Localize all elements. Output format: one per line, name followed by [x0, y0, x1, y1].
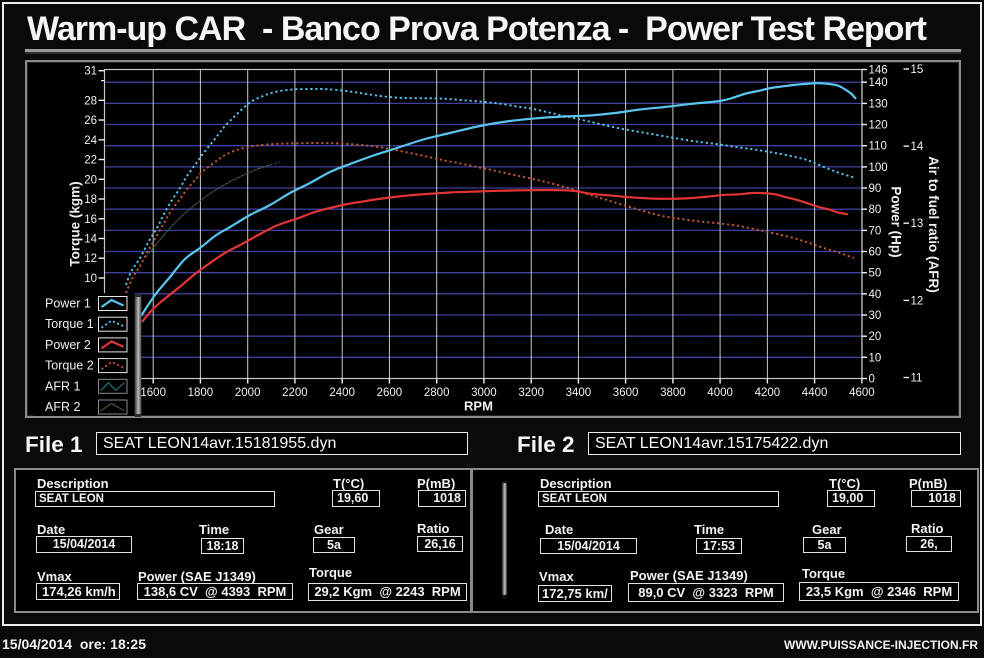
svg-text:3800: 3800 — [660, 387, 686, 399]
svg-text:12: 12 — [84, 253, 97, 265]
svg-text:70: 70 — [869, 225, 882, 237]
svg-text:12: 12 — [911, 295, 924, 307]
svg-text:4600: 4600 — [849, 387, 875, 399]
svg-text:90: 90 — [869, 183, 882, 195]
svg-text:10: 10 — [84, 273, 97, 285]
svg-text:31: 31 — [84, 66, 97, 78]
svg-text:1800: 1800 — [188, 387, 214, 399]
svg-text:Torque 2: Torque 2 — [45, 359, 94, 373]
svg-text:2200: 2200 — [282, 387, 308, 399]
svg-text:1600: 1600 — [140, 387, 166, 399]
svg-text:22: 22 — [84, 155, 97, 167]
svg-text:Torque 1: Torque 1 — [45, 317, 94, 331]
svg-text:10: 10 — [869, 352, 882, 364]
svg-text:14: 14 — [911, 141, 924, 153]
svg-text:2800: 2800 — [424, 387, 450, 399]
svg-text:120: 120 — [869, 120, 888, 132]
svg-text:2400: 2400 — [329, 387, 355, 399]
svg-text:AFR 2: AFR 2 — [45, 400, 80, 414]
svg-text:28: 28 — [84, 95, 97, 107]
svg-text:Power (Hp): Power (Hp) — [889, 186, 904, 257]
svg-text:130: 130 — [869, 98, 888, 110]
svg-text:3000: 3000 — [471, 387, 497, 399]
svg-text:146: 146 — [869, 65, 888, 77]
svg-text:110: 110 — [869, 141, 887, 153]
svg-text:3400: 3400 — [566, 387, 592, 399]
svg-text:50: 50 — [869, 268, 882, 280]
svg-text:13: 13 — [911, 218, 924, 230]
svg-text:18: 18 — [84, 194, 97, 206]
svg-text:20: 20 — [84, 174, 97, 186]
svg-text:24: 24 — [84, 135, 97, 147]
svg-text:80: 80 — [869, 204, 882, 216]
svg-text:4200: 4200 — [755, 387, 781, 399]
svg-text:15: 15 — [911, 64, 924, 76]
svg-text:Power 1: Power 1 — [45, 297, 91, 311]
svg-text:Air to fuel ratio (AFR): Air to fuel ratio (AFR) — [926, 156, 941, 293]
svg-text:14: 14 — [84, 234, 97, 246]
svg-text:3600: 3600 — [613, 387, 639, 399]
svg-text:AFR 1: AFR 1 — [45, 379, 80, 393]
svg-text:2000: 2000 — [235, 387, 261, 399]
svg-text:11: 11 — [911, 373, 923, 385]
svg-text:16: 16 — [84, 214, 97, 226]
svg-text:26: 26 — [84, 115, 97, 127]
svg-text:30: 30 — [869, 310, 882, 322]
svg-text:4400: 4400 — [802, 387, 828, 399]
svg-text:140: 140 — [869, 77, 888, 89]
svg-text:100: 100 — [869, 162, 888, 174]
svg-text:3200: 3200 — [518, 387, 544, 399]
svg-text:RPM: RPM — [464, 399, 493, 414]
svg-text:40: 40 — [869, 289, 882, 301]
svg-text:4000: 4000 — [707, 387, 733, 399]
svg-text:20: 20 — [869, 331, 882, 343]
svg-text:Power 2: Power 2 — [45, 338, 91, 352]
svg-text:0: 0 — [869, 374, 875, 386]
svg-text:Torque (kgm): Torque (kgm) — [68, 181, 83, 266]
svg-text:60: 60 — [869, 247, 882, 259]
svg-text:2600: 2600 — [377, 387, 403, 399]
